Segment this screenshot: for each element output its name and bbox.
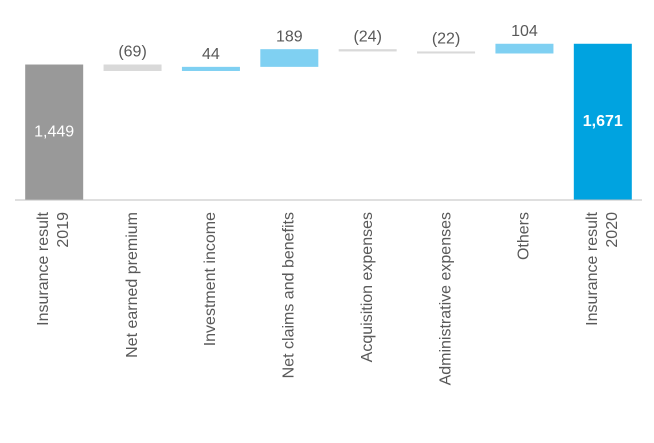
value-label: 1,671 — [583, 113, 623, 130]
value-label: (69) — [118, 44, 146, 61]
x-tick-label: Investment income — [202, 212, 219, 346]
bar — [417, 51, 476, 54]
label-line: Insurance result — [584, 211, 601, 325]
bar — [495, 43, 554, 54]
label-line: 2020 — [604, 212, 621, 248]
value-label: 44 — [202, 46, 220, 63]
category-label-group: Net earned premium — [124, 212, 141, 358]
category-label-group: Insurance result 2019 — [35, 211, 72, 325]
bar — [573, 43, 632, 200]
x-tick-label: Insurance result 2019 — [35, 211, 72, 325]
value-label: 104 — [511, 23, 538, 40]
category-label-group: Others — [516, 212, 533, 260]
category-label-group: Insurance result 2020 — [584, 211, 621, 325]
x-tick-label: Net earned premium — [124, 212, 141, 358]
category-label-group: Acquisition expenses — [359, 212, 376, 362]
value-label: 189 — [276, 28, 303, 45]
value-label: 1,449 — [34, 123, 74, 140]
category-label-group: Administrative expenses — [437, 212, 454, 385]
bar — [181, 66, 240, 71]
value-label: (24) — [353, 28, 381, 45]
bar — [338, 49, 397, 52]
x-tick-label: Others — [516, 212, 533, 260]
label-line: 2019 — [55, 212, 72, 248]
x-tick-label: Net claims and benefits — [281, 212, 298, 378]
x-tick-label: Acquisition expenses — [359, 212, 376, 362]
bar — [260, 49, 319, 67]
value-label: (22) — [432, 31, 460, 48]
x-tick-label: Administrative expenses — [437, 212, 454, 385]
x-tick-label: Insurance result 2020 — [584, 211, 621, 325]
bar — [103, 64, 162, 71]
label-line: Insurance result — [35, 211, 52, 325]
category-label-group: Investment income — [202, 212, 219, 346]
bar — [25, 64, 84, 201]
category-label-group: Net claims and benefits — [281, 212, 298, 378]
